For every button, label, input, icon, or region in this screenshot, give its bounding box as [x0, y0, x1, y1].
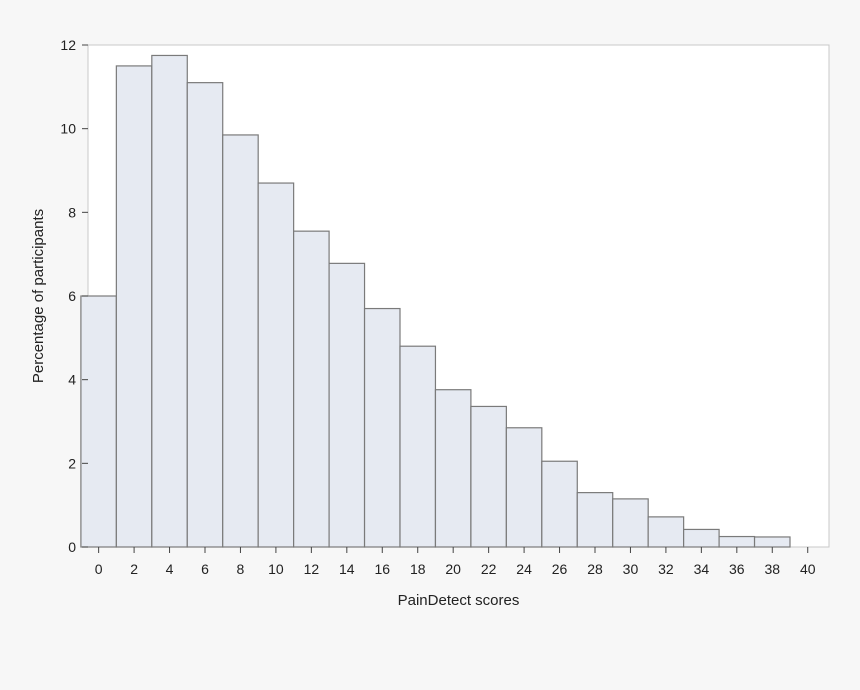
- histogram-bar: [328, 262, 366, 548]
- x-tick-label: 14: [339, 561, 355, 577]
- histogram-bar: [257, 182, 295, 548]
- x-tick-label: 26: [552, 561, 568, 577]
- x-tick-label: 24: [516, 561, 532, 577]
- histogram-bar: [151, 54, 188, 548]
- histogram-bar: [505, 427, 543, 548]
- histogram-bar: [186, 82, 224, 548]
- histogram-bar: [470, 405, 507, 548]
- histogram-bar: [293, 230, 330, 548]
- x-tick-label: 2: [130, 561, 138, 577]
- histogram-bar: [541, 460, 578, 548]
- y-tick-label: 0: [68, 539, 76, 555]
- x-tick-label: 32: [658, 561, 674, 577]
- y-tick-label: 8: [68, 204, 76, 220]
- histogram-bar: [718, 535, 756, 548]
- y-tick-label: 12: [60, 37, 76, 53]
- x-axis: 0 2 4 6 8 10 12 14 16 18 20 22 24 26 28 30 32 34 36 38 40: [95, 547, 816, 577]
- x-tick-label: 40: [800, 561, 816, 577]
- x-tick-label: 12: [304, 561, 320, 577]
- y-tick-label: 2: [68, 455, 76, 471]
- x-tick-label: 4: [166, 561, 174, 577]
- x-tick-label: 28: [587, 561, 603, 577]
- x-tick-label: 38: [764, 561, 780, 577]
- bars-group: [80, 54, 791, 548]
- x-tick-label: 10: [268, 561, 284, 577]
- histogram-bar: [399, 345, 437, 548]
- histogram-bar: [222, 134, 259, 548]
- x-axis-title: PainDetect scores: [398, 592, 520, 609]
- histogram-bar: [647, 516, 685, 548]
- histogram-bar: [683, 528, 720, 548]
- y-tick-label: 6: [68, 288, 76, 304]
- x-tick-label: 20: [445, 561, 461, 577]
- x-tick-label: 30: [623, 561, 639, 577]
- y-axis: 0 2 4 6 8 10 12: [60, 37, 88, 555]
- y-tick-label: 10: [60, 121, 76, 137]
- y-axis-title: Percentage of participants: [30, 209, 47, 383]
- y-tick-label: 4: [68, 372, 76, 388]
- x-tick-label: 8: [237, 561, 245, 577]
- x-tick-label: 22: [481, 561, 497, 577]
- x-tick-label: 34: [694, 561, 710, 577]
- x-tick-label: 6: [201, 561, 209, 577]
- histogram-bar: [434, 389, 472, 548]
- x-tick-label: 18: [410, 561, 426, 577]
- x-tick-label: 0: [95, 561, 103, 577]
- histogram-bar: [576, 492, 614, 548]
- histogram-bar: [612, 498, 649, 548]
- histogram-bar: [753, 536, 791, 548]
- histogram-bar: [80, 295, 117, 548]
- histogram-bar: [363, 307, 401, 548]
- x-tick-label: 36: [729, 561, 745, 577]
- x-tick-label: 16: [374, 561, 390, 577]
- histogram-bar: [115, 65, 153, 548]
